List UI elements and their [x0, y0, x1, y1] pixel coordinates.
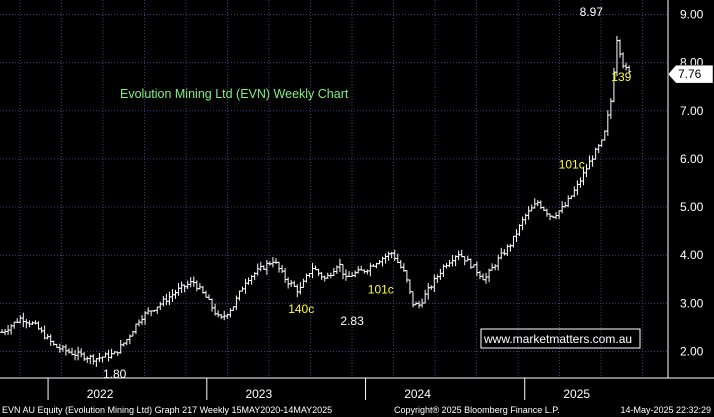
y-axis: 2.003.004.005.006.007.008.009.00 — [667, 0, 704, 378]
x-axis: 2022 2023 2024 2025 — [0, 377, 714, 401]
footer-left: EVN AU Equity (Evolution Mining Ltd) Gra… — [2, 405, 332, 415]
annotation-label: 8.97 — [580, 5, 604, 19]
watermark-box — [480, 328, 641, 349]
annotation-label: 101c — [559, 158, 585, 172]
annotations: 8.97 139 101c 140c 2.83 101c 1.80 — [103, 5, 632, 381]
x-tick-label: 2025 — [563, 387, 590, 401]
chart-title: Evolution Mining Ltd (EVN) Weekly Chart — [120, 87, 349, 101]
footer: EVN AU Equity (Evolution Mining Ltd) Gra… — [2, 405, 711, 415]
y-tick-label: 3.00 — [680, 296, 704, 310]
footer-center: Copyright® 2025 Bloomberg Finance L.P. — [394, 405, 560, 415]
y-tick-label: 4.00 — [680, 248, 704, 262]
annotation-label: 1.80 — [103, 367, 127, 381]
watermark: www.marketmatters.com.au — [480, 328, 641, 349]
ohlc-bar — [627, 65, 632, 74]
price-bars — [0, 35, 632, 367]
watermark-text: www.marketmatters.com.au — [483, 332, 632, 346]
y-tick-label: 9.00 — [680, 7, 704, 21]
last-price-tag: 7.76 — [667, 64, 714, 84]
annotation-label: 139 — [611, 70, 631, 84]
y-tick-label: 6.00 — [680, 152, 704, 166]
footer-right: 14-May-2025 22:32:29 — [620, 405, 711, 415]
x-tick-label: 2024 — [404, 387, 431, 401]
annotation-label: 2.83 — [340, 314, 364, 328]
y-tick-label: 2.00 — [680, 345, 704, 359]
x-tick-label: 2023 — [245, 387, 272, 401]
x-tick-label: 2022 — [87, 387, 114, 401]
y-tick-label: 5.00 — [680, 200, 704, 214]
chart-grid — [0, 0, 668, 378]
annotation-label: 140c — [288, 302, 314, 316]
y-tick-label: 7.00 — [680, 104, 704, 118]
last-price-label: 7.76 — [678, 67, 702, 81]
annotation-label: 101c — [368, 283, 394, 297]
